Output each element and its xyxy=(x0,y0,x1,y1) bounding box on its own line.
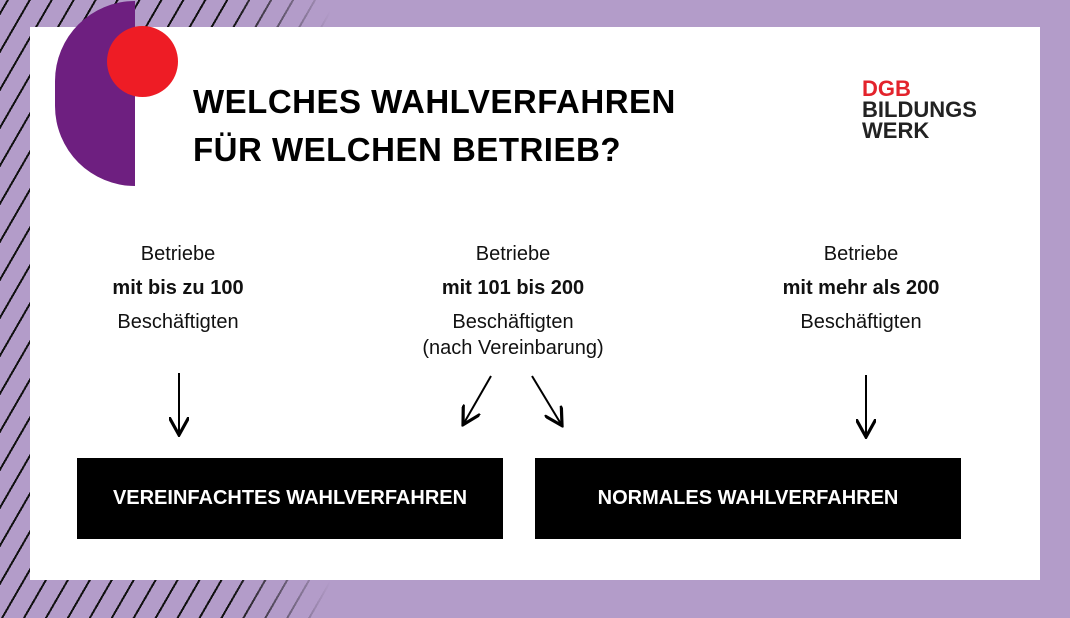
group-range: mit mehr als 200 xyxy=(782,277,940,299)
group-range: mit 101 bis 200 xyxy=(441,277,585,299)
group-label: Betriebe xyxy=(475,243,551,265)
box-label: VEREINFACHTES WAHLVERFAHREN xyxy=(112,487,468,509)
arrow-down-right-icon xyxy=(531,375,561,424)
group-range: mit bis zu 100 xyxy=(112,277,244,299)
group-large: Betriebe mit mehr als 200 Beschäftigten xyxy=(756,237,966,339)
group-label: Beschäftigten xyxy=(117,311,239,333)
dgb-logo: DGB BILDUNGS WERK xyxy=(862,76,977,143)
group-note: (nach Vereinbarung) xyxy=(422,337,604,359)
title-line-1: WELCHES WAHLVERFAHREN xyxy=(193,83,676,120)
logo-line-2: BILDUNGS xyxy=(862,97,977,122)
group-label: Beschäftigten xyxy=(452,311,574,333)
box-label: NORMALES WAHLVERFAHREN xyxy=(597,487,899,509)
group-medium: Betriebe mit 101 bis 200 Beschäftigten (… xyxy=(403,237,623,365)
simplified-procedure-box: VEREINFACHTES WAHLVERFAHREN xyxy=(77,458,503,539)
logo-line-3: WERK xyxy=(862,118,930,143)
group-label: Beschäftigten xyxy=(800,311,922,333)
red-circle-decoration xyxy=(107,26,178,97)
group-label: Betriebe xyxy=(823,243,899,265)
normal-procedure-box: NORMALES WAHLVERFAHREN xyxy=(535,458,961,539)
title-line-2: FÜR WELCHEN BETRIEB? xyxy=(193,131,621,168)
group-small: Betriebe mit bis zu 100 Beschäftigten xyxy=(78,237,278,339)
arrow-down-left-icon xyxy=(464,375,492,423)
logo-line-1: DGB xyxy=(862,76,911,101)
page-title: WELCHES WAHLVERFAHREN FÜR WELCHEN BETRIE… xyxy=(193,78,676,174)
group-label: Betriebe xyxy=(140,243,216,265)
